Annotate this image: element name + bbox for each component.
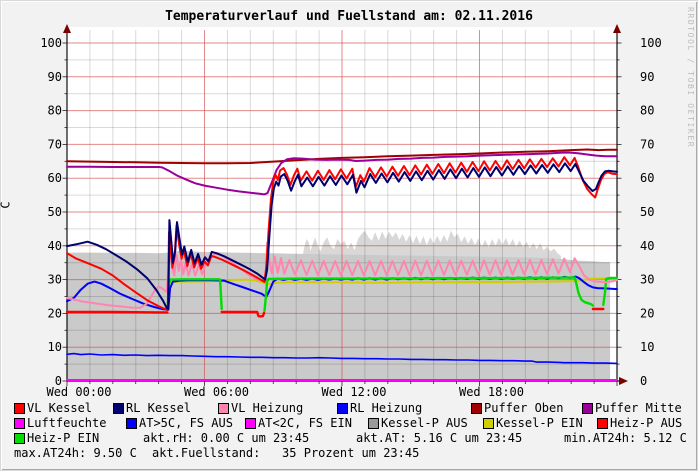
legend-label-vl-kessel: VL Kessel xyxy=(27,401,93,415)
y-label-right: 70 xyxy=(640,137,654,151)
series-puffer-mitte xyxy=(66,151,618,196)
y-label-right: 60 xyxy=(640,171,654,185)
legend-label-at-fs-ein: AT<2C, FS EIN xyxy=(258,416,352,430)
x-label: Wed 00:00 xyxy=(46,385,111,399)
arrow-up-right-icon xyxy=(613,24,621,33)
series-heiz-p-ein xyxy=(263,276,595,312)
legend-label-kessel-p-ein: Kessel-P EIN xyxy=(496,416,583,430)
area-fuellstand xyxy=(67,250,611,381)
arrow-up-left-icon xyxy=(63,24,71,33)
x-label: Wed 12:00 xyxy=(321,385,386,399)
legend-swatch-kessel-p-ein xyxy=(483,418,494,429)
stat-akt-rh: akt.rH: 0.00 C um 23:45 xyxy=(143,431,310,445)
y-label-left: 20 xyxy=(48,306,62,320)
legend-swatch-puffer-oben xyxy=(471,403,482,414)
series-heiz-p-aus xyxy=(220,310,266,318)
legend-swatch-at-fs-aus xyxy=(126,418,137,429)
stat-min-at24h: min.AT24h: 5.12 C xyxy=(564,431,687,445)
y-label-left: 60 xyxy=(48,171,62,185)
y-label-left: 90 xyxy=(48,70,62,84)
legend-label-puffer-mitte: Puffer Mitte xyxy=(595,401,682,415)
chart-title: Temperaturverlauf und Fuellstand am: 02.… xyxy=(165,9,533,24)
y-label-left: 70 xyxy=(48,137,62,151)
series-rl-kessel xyxy=(66,162,618,310)
y-label-left: 50 xyxy=(48,205,62,219)
x-label: Wed 06:00 xyxy=(184,385,249,399)
legend-swatch-puffer-mitte xyxy=(582,403,593,414)
legend-label-at-fs-aus: AT>5C, FS AUS xyxy=(139,416,233,430)
legend-swatch-heiz-p-aus xyxy=(597,418,608,429)
y-label-left: 80 xyxy=(48,104,62,118)
series-vl-heizung xyxy=(66,241,618,309)
legend-swatch-vl-heizung xyxy=(218,403,229,414)
y-label-right: 100 xyxy=(640,36,662,50)
legend-swatch-rl-kessel xyxy=(113,403,124,414)
stat-max-at24h: max.AT24h: 9.50 C xyxy=(14,446,137,460)
y-label-right: 50 xyxy=(640,205,654,219)
legend-label-rl-kessel: RL Kessel xyxy=(126,401,192,415)
y-label-right: 0 xyxy=(640,374,647,388)
legend-swatch-vl-kessel xyxy=(14,403,25,414)
y-label-left: 40 xyxy=(48,239,62,253)
series-kessel-p-ein xyxy=(167,277,618,285)
temperature-fill-chart: 0 0 10 10 20 20 30 30 40 40 50 50 60 60 70 70 80 80 90 90 10… xyxy=(40,24,662,399)
legend-swatch-kessel-p-aus xyxy=(368,418,379,429)
y-label-right: 20 xyxy=(640,306,654,320)
y-label-right: 30 xyxy=(640,273,654,287)
legend-label-vl-heizung: VL Heizung xyxy=(231,401,304,415)
y-label-left: 0 xyxy=(55,374,62,388)
legend-label-kessel-p-aus: Kessel-P AUS xyxy=(381,416,468,430)
stat-akt-fuellstand: akt.Fuellstand: 35 Prozent um 23:45 xyxy=(152,446,420,460)
rrdtool-watermark: RRDTOOL / TOBI OETIKER xyxy=(686,7,695,149)
y-label-left: 10 xyxy=(48,340,62,354)
stat-akt-at: akt.AT: 5.16 C um 23:45 xyxy=(356,431,523,445)
legend-label-heiz-p-aus: Heiz-P AUS xyxy=(610,416,683,430)
legend-label-luftfeuchte: Luftfeuchte xyxy=(27,416,107,430)
y-label-right: 40 xyxy=(640,239,654,253)
legend-label-heiz-p-ein: Heiz-P EIN xyxy=(27,431,100,445)
legend-swatch-heiz-p-ein xyxy=(14,433,25,444)
y-label-right: 10 xyxy=(640,340,654,354)
y-label-left: 100 xyxy=(40,36,62,50)
legend-label-rl-heizung: RL Heizung xyxy=(350,401,423,415)
legend-swatch-at-fs-ein xyxy=(245,418,256,429)
x-label: Wed 18:00 xyxy=(459,385,524,399)
y-label-right: 90 xyxy=(640,70,654,84)
arrow-right-icon xyxy=(619,377,628,385)
series-aussentemperatur xyxy=(66,352,618,365)
legend-swatch-luftfeuchte xyxy=(14,418,25,429)
series-puffer-oben xyxy=(66,148,618,165)
y-label-left: 30 xyxy=(48,273,62,287)
series-heiz-p-ein xyxy=(602,276,619,307)
y-label-right: 80 xyxy=(640,104,654,118)
legend-label-puffer-oben: Puffer Oben xyxy=(484,401,564,415)
legend-swatch-rl-heizung xyxy=(337,403,348,414)
